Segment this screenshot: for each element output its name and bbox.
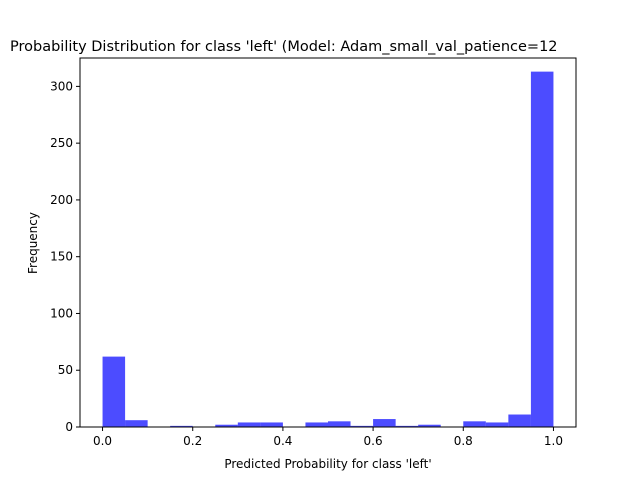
histogram-bar [237,422,261,427]
chart-title: Probability Distribution for class 'left… [10,39,558,55]
histogram-bar [395,425,419,427]
y-tick-label: 50 [58,363,73,377]
x-tick-label: 0.2 [183,434,202,448]
x-axis: 0.0 0.2 0.4 0.6 0.8 1.0 [93,427,563,448]
histogram-bar [102,356,126,427]
histogram-bar [463,421,486,427]
x-axis-label: Predicted Probability for class 'left' [224,457,431,471]
histogram-bar [485,422,509,427]
y-tick-label: 300 [50,79,73,93]
y-tick-label: 250 [50,136,73,150]
bars-group [102,71,554,427]
y-axis: 0 50 100 150 200 250 300 [50,79,80,434]
axes-frame [79,57,577,428]
histogram-bar [305,422,328,427]
histogram-bar [215,424,238,427]
x-tick-label: 0.0 [93,434,112,448]
y-tick-label: 100 [50,306,73,320]
histogram-bar [373,419,396,427]
histogram-bar [350,425,374,427]
x-tick-label: 1.0 [544,434,563,448]
histogram-bar [328,421,351,427]
x-tick-label: 0.8 [454,434,473,448]
histogram-bar [530,71,554,427]
y-tick-label: 0 [65,420,73,434]
histogram-bar [418,424,441,427]
histogram-bar [260,422,283,427]
histogram-bar [508,414,531,427]
histogram-bar [170,425,193,427]
histogram-bar [125,420,148,427]
y-tick-label: 150 [50,250,73,264]
x-tick-label: 0.6 [364,434,383,448]
x-tick-label: 0.4 [273,434,292,448]
y-axis-label: Frequency [26,212,40,274]
y-tick-label: 200 [50,193,73,207]
